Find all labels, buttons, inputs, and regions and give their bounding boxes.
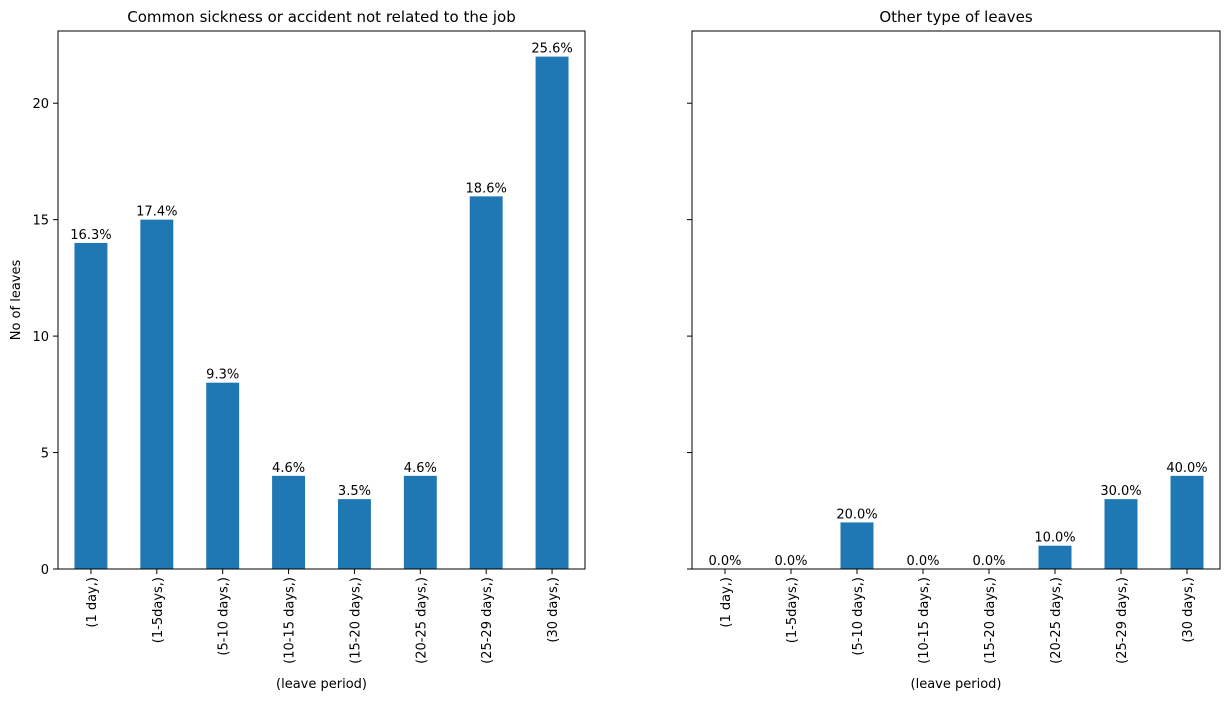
chart2-data-label-6: 10.0% [1034, 531, 1075, 546]
chart2-axes-frame [691, 30, 1221, 570]
chart1-data-label-8: 25.6% [531, 42, 572, 57]
chart2-x-axis-label: (leave period) [911, 677, 1002, 692]
chart2-bar-3 [840, 522, 874, 569]
chart2-xtick-label-5: (15-20 days,) [983, 577, 998, 664]
chart1-xtick-label-2: (1-5days,) [151, 577, 166, 643]
chart2-data-label-8: 40.0% [1166, 461, 1207, 476]
chart1-xtick-label-5: (15-20 days,) [348, 577, 363, 664]
chart1-bar-3 [206, 382, 240, 569]
chart1-xtick-label-4: (10-15 days,) [283, 577, 298, 664]
chart1-data-label-7: 18.6% [466, 181, 507, 196]
chart1-bar-1 [74, 242, 108, 569]
chart2-data-label-7: 30.0% [1100, 484, 1141, 499]
chart2-data-label-4: 0.0% [906, 554, 939, 569]
chart2-data-label-3: 20.0% [836, 507, 877, 522]
chart2-xtick-label-3: (5-10 days,) [851, 577, 866, 656]
chart1-bar-4 [272, 475, 306, 569]
chart1-ytick-label-20: 20 [32, 97, 49, 112]
chart1-bar-6 [403, 475, 437, 569]
chart1-data-label-2: 17.4% [136, 205, 177, 220]
chart2-title: Other type of leaves [879, 8, 1033, 26]
chart2-bar-6 [1038, 545, 1072, 569]
chart1-axes-frame [57, 30, 586, 570]
chart1-ytick-label-5: 5 [41, 447, 49, 462]
chart2-data-label-2: 0.0% [774, 554, 807, 569]
chart1-bar-8 [535, 56, 569, 570]
chart1-xtick-label-1: (1 day,) [85, 577, 100, 628]
chart1-bar-2 [140, 219, 174, 569]
chart2-data-label-5: 0.0% [972, 554, 1005, 569]
chart1-y-axis-label: No of leaves [9, 260, 24, 341]
chart2-xtick-label-2: (1-5days,) [785, 577, 800, 643]
chart1-ytick-label-0: 0 [41, 563, 49, 578]
chart2-bar-8 [1170, 475, 1204, 569]
chart2-xtick-label-8: (30 days,) [1181, 577, 1196, 643]
chart1-data-label-1: 16.3% [70, 228, 111, 243]
chart2-xtick-label-4: (10-15 days,) [917, 577, 932, 664]
chart1-xtick-label-7: (25-29 days,) [480, 577, 495, 664]
chart1-data-label-6: 4.6% [404, 461, 437, 476]
chart1-title: Common sickness or accident not related … [127, 8, 515, 26]
chart2-data-label-1: 0.0% [708, 554, 741, 569]
chart1-x-axis-label: (leave period) [276, 677, 367, 692]
chart1-data-label-5: 3.5% [338, 484, 371, 499]
chart2-bar-7 [1104, 499, 1138, 569]
chart2-xtick-label-6: (20-25 days,) [1049, 577, 1064, 664]
chart1-bar-5 [337, 499, 371, 569]
chart1-xtick-label-8: (30 days,) [546, 577, 561, 643]
chart2-xtick-label-7: (25-29 days,) [1115, 577, 1130, 664]
chart1-ytick-label-15: 15 [32, 214, 49, 229]
chart1-xtick-label-6: (20-25 days,) [414, 577, 429, 664]
chart1-xtick-label-3: (5-10 days,) [217, 577, 232, 656]
chart1-data-label-4: 4.6% [272, 461, 305, 476]
chart1-ytick-label-10: 10 [32, 330, 49, 345]
chart1-data-label-3: 9.3% [206, 368, 239, 383]
chart1-bar-7 [469, 196, 503, 569]
chart2-xtick-label-1: (1 day,) [719, 577, 734, 628]
